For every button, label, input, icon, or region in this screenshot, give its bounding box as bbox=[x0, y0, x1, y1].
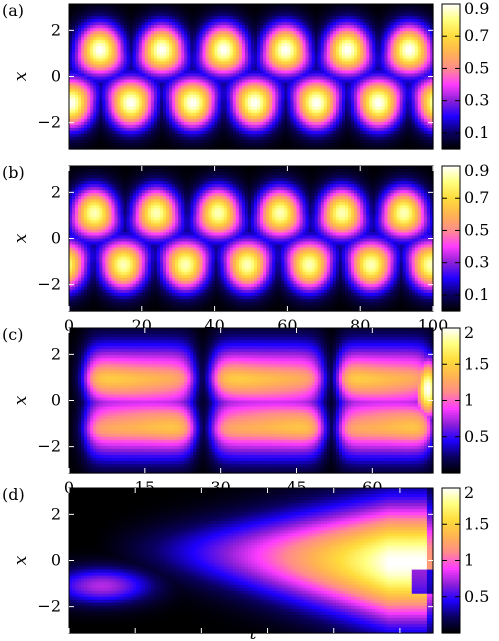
heatmap bbox=[69, 4, 434, 150]
